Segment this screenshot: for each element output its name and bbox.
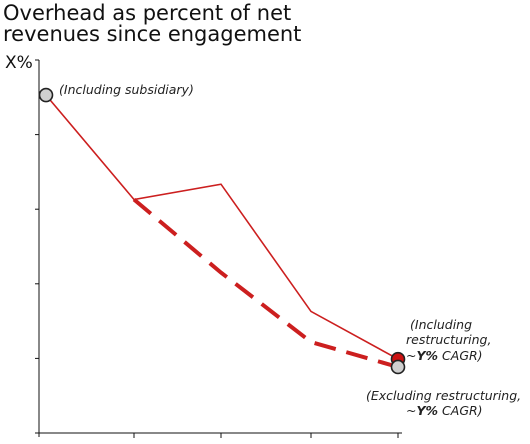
annotation-including-line-3: ~Y% CAGR) [406, 348, 483, 363]
annotation-including-line-2: restructuring, [406, 332, 491, 347]
annotation-excluding-cagr: CAGR) [438, 403, 483, 418]
series-lines [45, 94, 399, 369]
marker-0 [38, 87, 54, 103]
annotation-including-cagr: CAGR) [438, 348, 483, 363]
annotation-including-tilde: ~ [406, 348, 416, 363]
series-1-line [132, 197, 399, 369]
annotation-including-subsidiary: (Including subsidiary) [59, 82, 194, 97]
marker-2 [390, 359, 406, 375]
annotation-excluding-line-2: ~Y% CAGR) [406, 403, 483, 418]
annotation-excluding-tilde: ~ [406, 403, 416, 418]
annotation-including-y-bold: Y% [416, 348, 438, 363]
y-axis-label: X% [5, 53, 33, 73]
series-0-line [45, 94, 399, 360]
axes [35, 59, 402, 438]
chart-title-line-2: revenues since engagement [3, 22, 301, 46]
chart-title-line-1: Overhead as percent of net [3, 1, 291, 25]
annotation-excluding-line-1: (Excluding restructuring, [366, 388, 521, 403]
annotation-including-line-1: (Including [410, 317, 472, 332]
annotation-excluding-y-bold: Y% [416, 403, 438, 418]
series-markers [38, 87, 406, 375]
